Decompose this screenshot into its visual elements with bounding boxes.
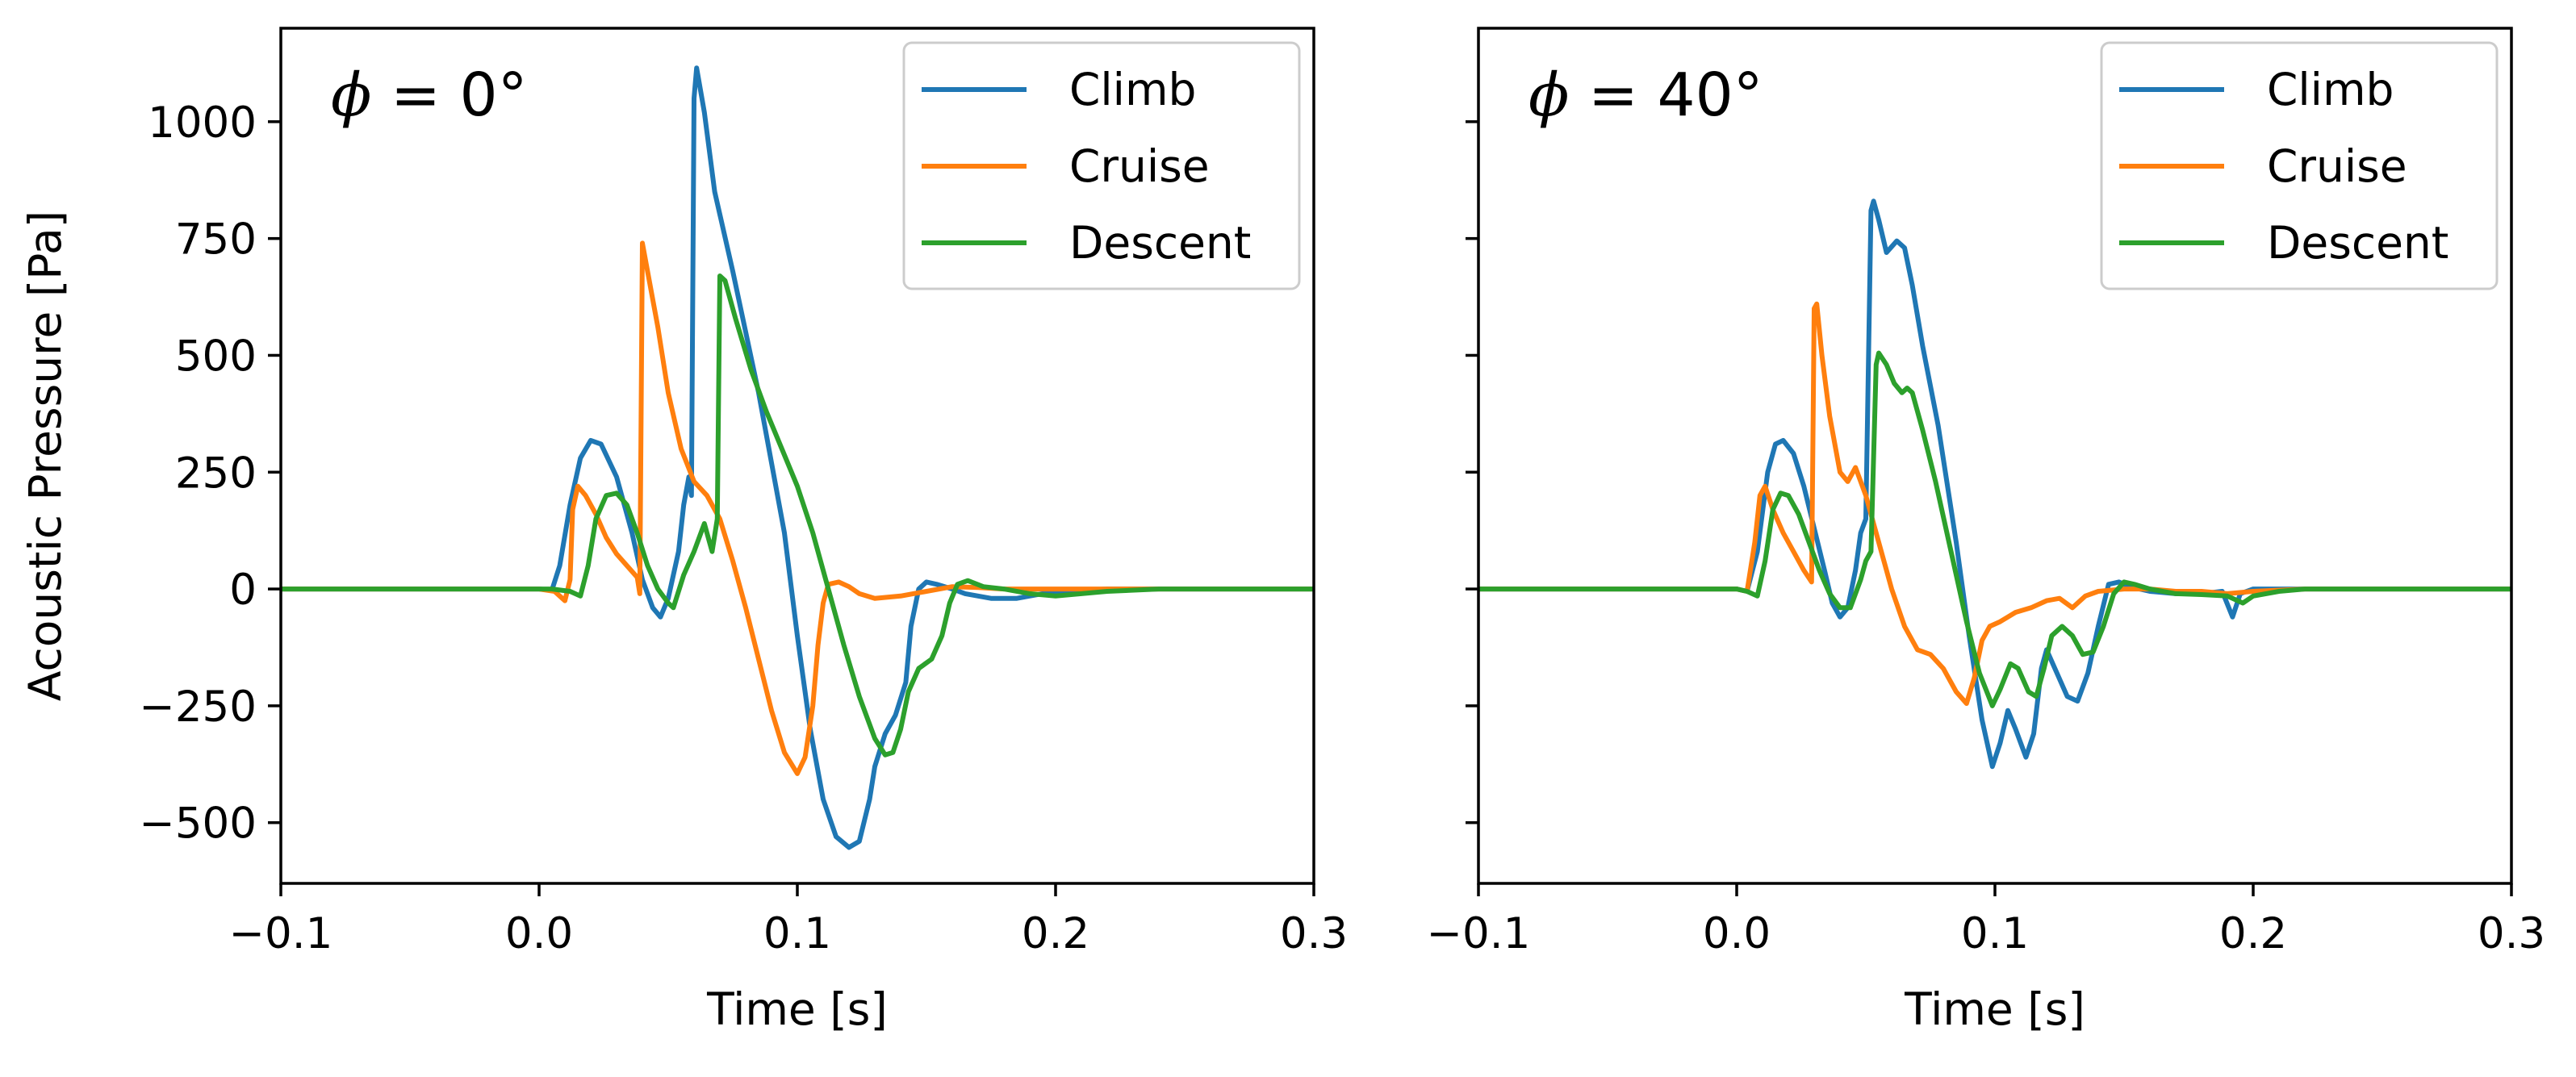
plot-area (281, 65, 1314, 850)
legend-frame (902, 41, 1301, 290)
series-line-cruise (1478, 301, 2511, 706)
annotation-value: = 0° (371, 61, 527, 130)
legend-label-descent: Descent (2267, 217, 2448, 269)
x-tick-label: 0.3 (2478, 909, 2545, 958)
legend: Climb Cruise Descent (902, 41, 1301, 290)
y-tick-label: −500 (139, 799, 257, 849)
panel-annotation: ϕ = 0° (331, 61, 528, 130)
y-tick-label: 0 (229, 566, 257, 615)
x-tick-label: 0.1 (1961, 909, 2029, 958)
x-tick-label: −0.1 (229, 909, 333, 958)
x-tick-label: 0.1 (763, 909, 831, 958)
x-tick-label: 0.2 (2219, 909, 2287, 958)
legend-label-climb: Climb (2267, 64, 2394, 115)
panel-annotation: ϕ = 40° (1528, 61, 1763, 130)
annotation-value: = 40° (1569, 61, 1763, 130)
subplot-phi-0: −0.1 0.0 0.1 0.2 0.3 −500 −250 0 250 500 750 1000 Ti… (19, 27, 1348, 1035)
y-axis-label: Acoustic Pressure [Pa] (19, 211, 71, 701)
x-axis-label: Time [s] (706, 983, 888, 1035)
y-tick-label: −250 (139, 683, 257, 732)
legend-label-descent: Descent (1069, 217, 1251, 269)
legend-frame (2100, 41, 2499, 290)
series-line-descent (281, 273, 1314, 758)
y-tick-label: 1000 (148, 98, 257, 148)
series-line-climb (281, 65, 1314, 850)
y-tick-label: 250 (175, 449, 257, 498)
subplot-phi-40: −0.1 0.0 0.1 0.2 0.3 Time [s] ϕ = 40° Climb Crui… (1427, 27, 2545, 1035)
x-axis-label: Time [s] (1904, 983, 2085, 1035)
x-tick-label: 0.0 (505, 909, 573, 958)
annotation-symbol: ϕ (1528, 61, 1569, 130)
x-tick-label: 0.3 (1280, 909, 1348, 958)
y-tick-label: 750 (175, 215, 257, 265)
x-tick-label: −0.1 (1427, 909, 1531, 958)
x-tick-label: 0.2 (1022, 909, 1089, 958)
annotation-symbol: ϕ (331, 61, 371, 130)
plot-area (1478, 198, 2511, 770)
y-tick-label: 500 (175, 332, 257, 381)
legend-label-cruise: Cruise (2267, 140, 2407, 192)
x-tick-label: 0.0 (1703, 909, 1771, 958)
series-line-descent (1478, 350, 2511, 708)
legend-label-climb: Climb (1069, 64, 1196, 115)
legend: Climb Cruise Descent (2100, 41, 2499, 290)
series-line-cruise (281, 240, 1314, 776)
legend-label-cruise: Cruise (1069, 140, 1210, 192)
